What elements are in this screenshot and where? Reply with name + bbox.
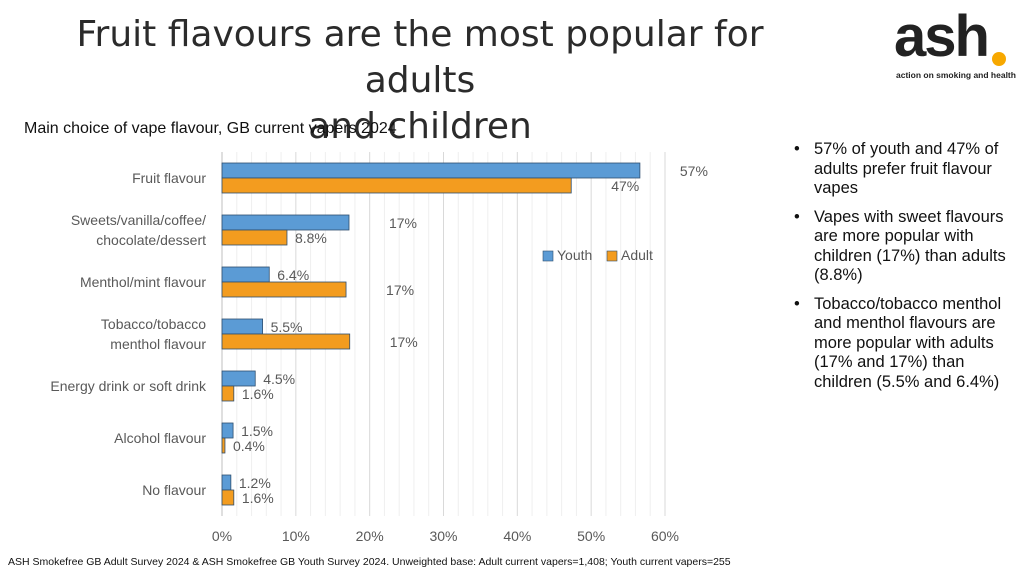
data-label-adult: 1.6% — [242, 386, 274, 402]
bar-youth — [221, 318, 264, 335]
data-label-adult: 8.8% — [295, 230, 327, 246]
bar-chart: 0% 10% 20% 30% 40% 50% 60% Fruit flavour 57% 47% S… — [50, 152, 708, 544]
slide-title-line-1: Fruit flavours are the most popular for … — [76, 14, 764, 101]
category-label: menthol flavour — [110, 336, 206, 352]
data-label-adult: 0.4% — [233, 438, 265, 454]
bar-adult — [221, 281, 347, 298]
slide-title-line-2: and children — [308, 106, 532, 147]
legend-label-youth: Youth — [557, 247, 592, 263]
data-label-adult: 47% — [611, 178, 639, 194]
bar-adult — [221, 489, 235, 506]
bar-adult — [221, 229, 288, 246]
bullet-fruit: 57% of youth and 47% of adults prefer fr… — [792, 140, 1006, 199]
logo-tagline: action on smoking and health — [896, 70, 1016, 80]
legend-swatch-youth — [542, 250, 554, 262]
x-tick-label: 40% — [503, 528, 531, 544]
x-tick-label: 60% — [651, 528, 679, 544]
data-label-youth: 57% — [680, 163, 708, 179]
data-label-youth: 1.5% — [241, 423, 273, 439]
bar-adult — [221, 333, 351, 350]
bar-youth — [221, 162, 641, 179]
x-tick-label: 0% — [212, 528, 232, 544]
data-label-adult: 17% — [386, 282, 414, 298]
logo-dot-icon — [992, 52, 1006, 66]
source-note: ASH Smokefree GB Adult Survey 2024 & ASH… — [8, 556, 731, 568]
legend-swatch-adult — [606, 250, 618, 262]
data-label-adult: 1.6% — [242, 490, 274, 506]
x-tick-label: 50% — [577, 528, 605, 544]
bar-youth — [221, 266, 270, 283]
bar-adult — [221, 437, 226, 454]
category-label: Energy drink or soft drink — [50, 378, 207, 394]
ash-logo: ash action on smoking and health — [890, 4, 1018, 84]
category-label: Sweets/vanilla/coffee/ — [71, 212, 206, 228]
bar-adult — [221, 177, 572, 194]
bullet-sweet: Vapes with sweet flavours are more popul… — [792, 208, 1006, 286]
x-tick-label: 10% — [282, 528, 310, 544]
category-label: No flavour — [142, 482, 206, 498]
data-label-youth: 4.5% — [263, 371, 295, 387]
slide-title: Fruit flavours are the most popular for … — [20, 12, 820, 150]
bullet-tobacco-menthol: Tobacco/tobacco menthol and menthol flav… — [792, 295, 1006, 393]
x-tick-label: 20% — [356, 528, 384, 544]
bar-youth — [221, 214, 350, 231]
category-label: chocolate/dessert — [96, 232, 206, 248]
x-tick-label: 30% — [429, 528, 457, 544]
data-label-youth: 1.2% — [239, 475, 271, 491]
category-label: Tobacco/tobacco — [101, 316, 206, 332]
bar-youth — [221, 370, 256, 387]
bar-youth — [221, 422, 234, 439]
bar-youth — [221, 474, 232, 491]
category-label: Alcohol flavour — [114, 430, 206, 446]
key-findings-list: 57% of youth and 47% of adults prefer fr… — [792, 140, 1006, 401]
data-label-youth: 6.4% — [277, 267, 309, 283]
category-label: Fruit flavour — [132, 170, 206, 186]
chart-title: Main choice of vape flavour, GB current … — [24, 120, 397, 137]
data-label-youth: 17% — [389, 215, 417, 231]
logo-wordmark: ash — [894, 4, 990, 69]
category-label: Menthol/mint flavour — [80, 274, 206, 290]
legend-label-adult: Adult — [621, 247, 653, 263]
data-label-adult: 17% — [390, 334, 418, 350]
bar-adult — [221, 385, 235, 402]
data-label-youth: 5.5% — [271, 319, 303, 335]
